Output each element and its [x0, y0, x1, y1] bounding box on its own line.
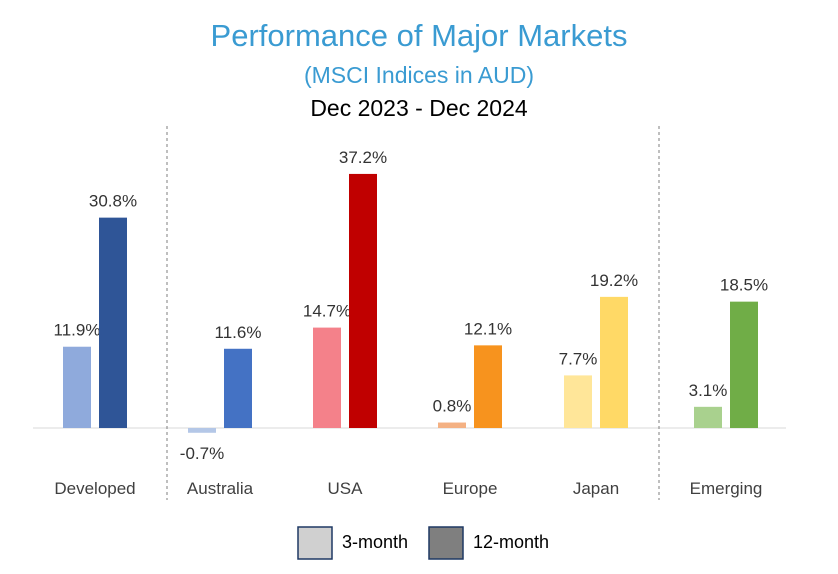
value-label-developed-12-month: 30.8%	[89, 192, 137, 211]
legend-label: 12-month	[473, 532, 549, 552]
value-label-emerging-12-month: 18.5%	[720, 276, 768, 295]
chart-period: Dec 2023 - Dec 2024	[310, 95, 528, 121]
bar-usa-12-month	[349, 173, 377, 428]
category-label-australia: Australia	[187, 479, 254, 498]
value-label-australia-12-month: 11.6%	[215, 323, 262, 342]
bar-australia-12-month	[224, 348, 252, 428]
legend-swatch	[297, 526, 333, 560]
bar-japan-3-month	[564, 375, 592, 428]
value-label-usa-3-month: 14.7%	[303, 302, 351, 321]
bar-developed-3-month	[63, 346, 91, 428]
bar-emerging-12-month	[730, 301, 758, 428]
value-label-japan-3-month: 7.7%	[559, 349, 598, 368]
legend-swatch	[428, 526, 464, 560]
bar-developed-12-month	[99, 217, 127, 428]
bar-emerging-3-month	[694, 406, 722, 428]
category-label-japan: Japan	[573, 479, 619, 498]
value-label-europe-3-month: 0.8%	[433, 397, 472, 416]
value-label-japan-12-month: 19.2%	[590, 271, 638, 290]
chart-title: Performance of Major Markets	[210, 18, 628, 53]
legend-item-3-month: 3-month	[297, 526, 408, 560]
bar-europe-12-month	[474, 345, 502, 428]
value-label-developed-3-month: 11.9%	[54, 321, 101, 340]
category-label-usa: USA	[328, 479, 364, 498]
legend-item-12-month: 12-month	[428, 526, 549, 560]
chart-subtitle: (MSCI Indices in AUD)	[303, 62, 535, 88]
value-label-europe-12-month: 12.1%	[464, 319, 512, 338]
legend-label: 3-month	[342, 532, 408, 552]
category-label-emerging: Emerging	[690, 479, 763, 498]
bar-usa-3-month	[313, 327, 341, 428]
bar-japan-12-month	[600, 296, 628, 428]
bar-australia-3-month	[188, 428, 216, 433]
bar-europe-3-month	[438, 422, 466, 428]
category-label-developed: Developed	[54, 479, 135, 498]
value-label-emerging-3-month: 3.1%	[689, 381, 728, 400]
value-label-australia-3-month: -0.7%	[180, 444, 224, 463]
category-label-europe: Europe	[443, 479, 498, 498]
value-label-usa-12-month: 37.2%	[339, 148, 387, 167]
